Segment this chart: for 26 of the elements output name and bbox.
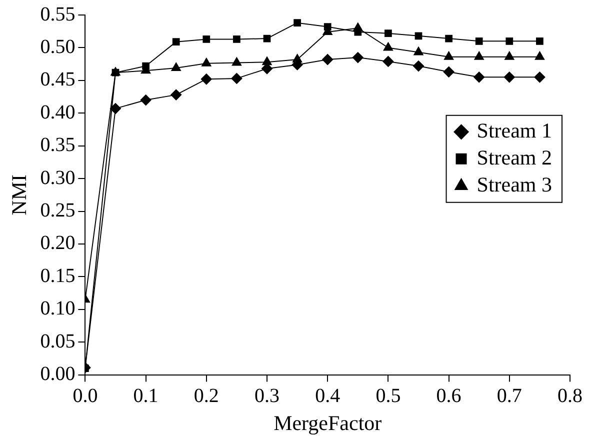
x-tick-label: 0.7: [496, 385, 522, 408]
x-tick-label: 0.8: [558, 385, 582, 408]
y-tick-label: 0.15: [40, 264, 76, 287]
x-tick-label: 0.3: [254, 385, 280, 408]
legend-label: Stream 1: [476, 118, 552, 142]
x-tick-label: 0.2: [194, 385, 219, 408]
legend-label: Stream 2: [476, 145, 552, 170]
x-tick-label: 0.1: [133, 385, 158, 408]
y-tick-label: 0.10: [40, 298, 76, 320]
y-tick-label: 0.20: [40, 232, 76, 254]
y-tick-label: 0.05: [40, 330, 76, 352]
y-tick-label: 0.45: [40, 68, 76, 91]
y-tick-label: 0.35: [40, 134, 76, 156]
legend-label: Stream 3: [476, 172, 552, 196]
y-tick-label: 0.30: [40, 166, 76, 189]
x-axis-title: MergeFactor: [274, 410, 382, 435]
x-tick-label: 0.0: [72, 385, 98, 408]
y-axis-title: NMI: [7, 174, 32, 216]
y-tick-label: 0.55: [40, 3, 76, 26]
x-tick-label: 0.5: [376, 385, 401, 408]
y-tick-label: 0.50: [40, 36, 76, 58]
y-tick-label: 0.00: [40, 363, 76, 386]
y-tick-label: 0.25: [40, 200, 76, 222]
x-tick-label: 0.6: [436, 385, 462, 408]
y-tick-label: 0.40: [40, 101, 76, 124]
x-tick-label: 0.4: [315, 385, 340, 408]
